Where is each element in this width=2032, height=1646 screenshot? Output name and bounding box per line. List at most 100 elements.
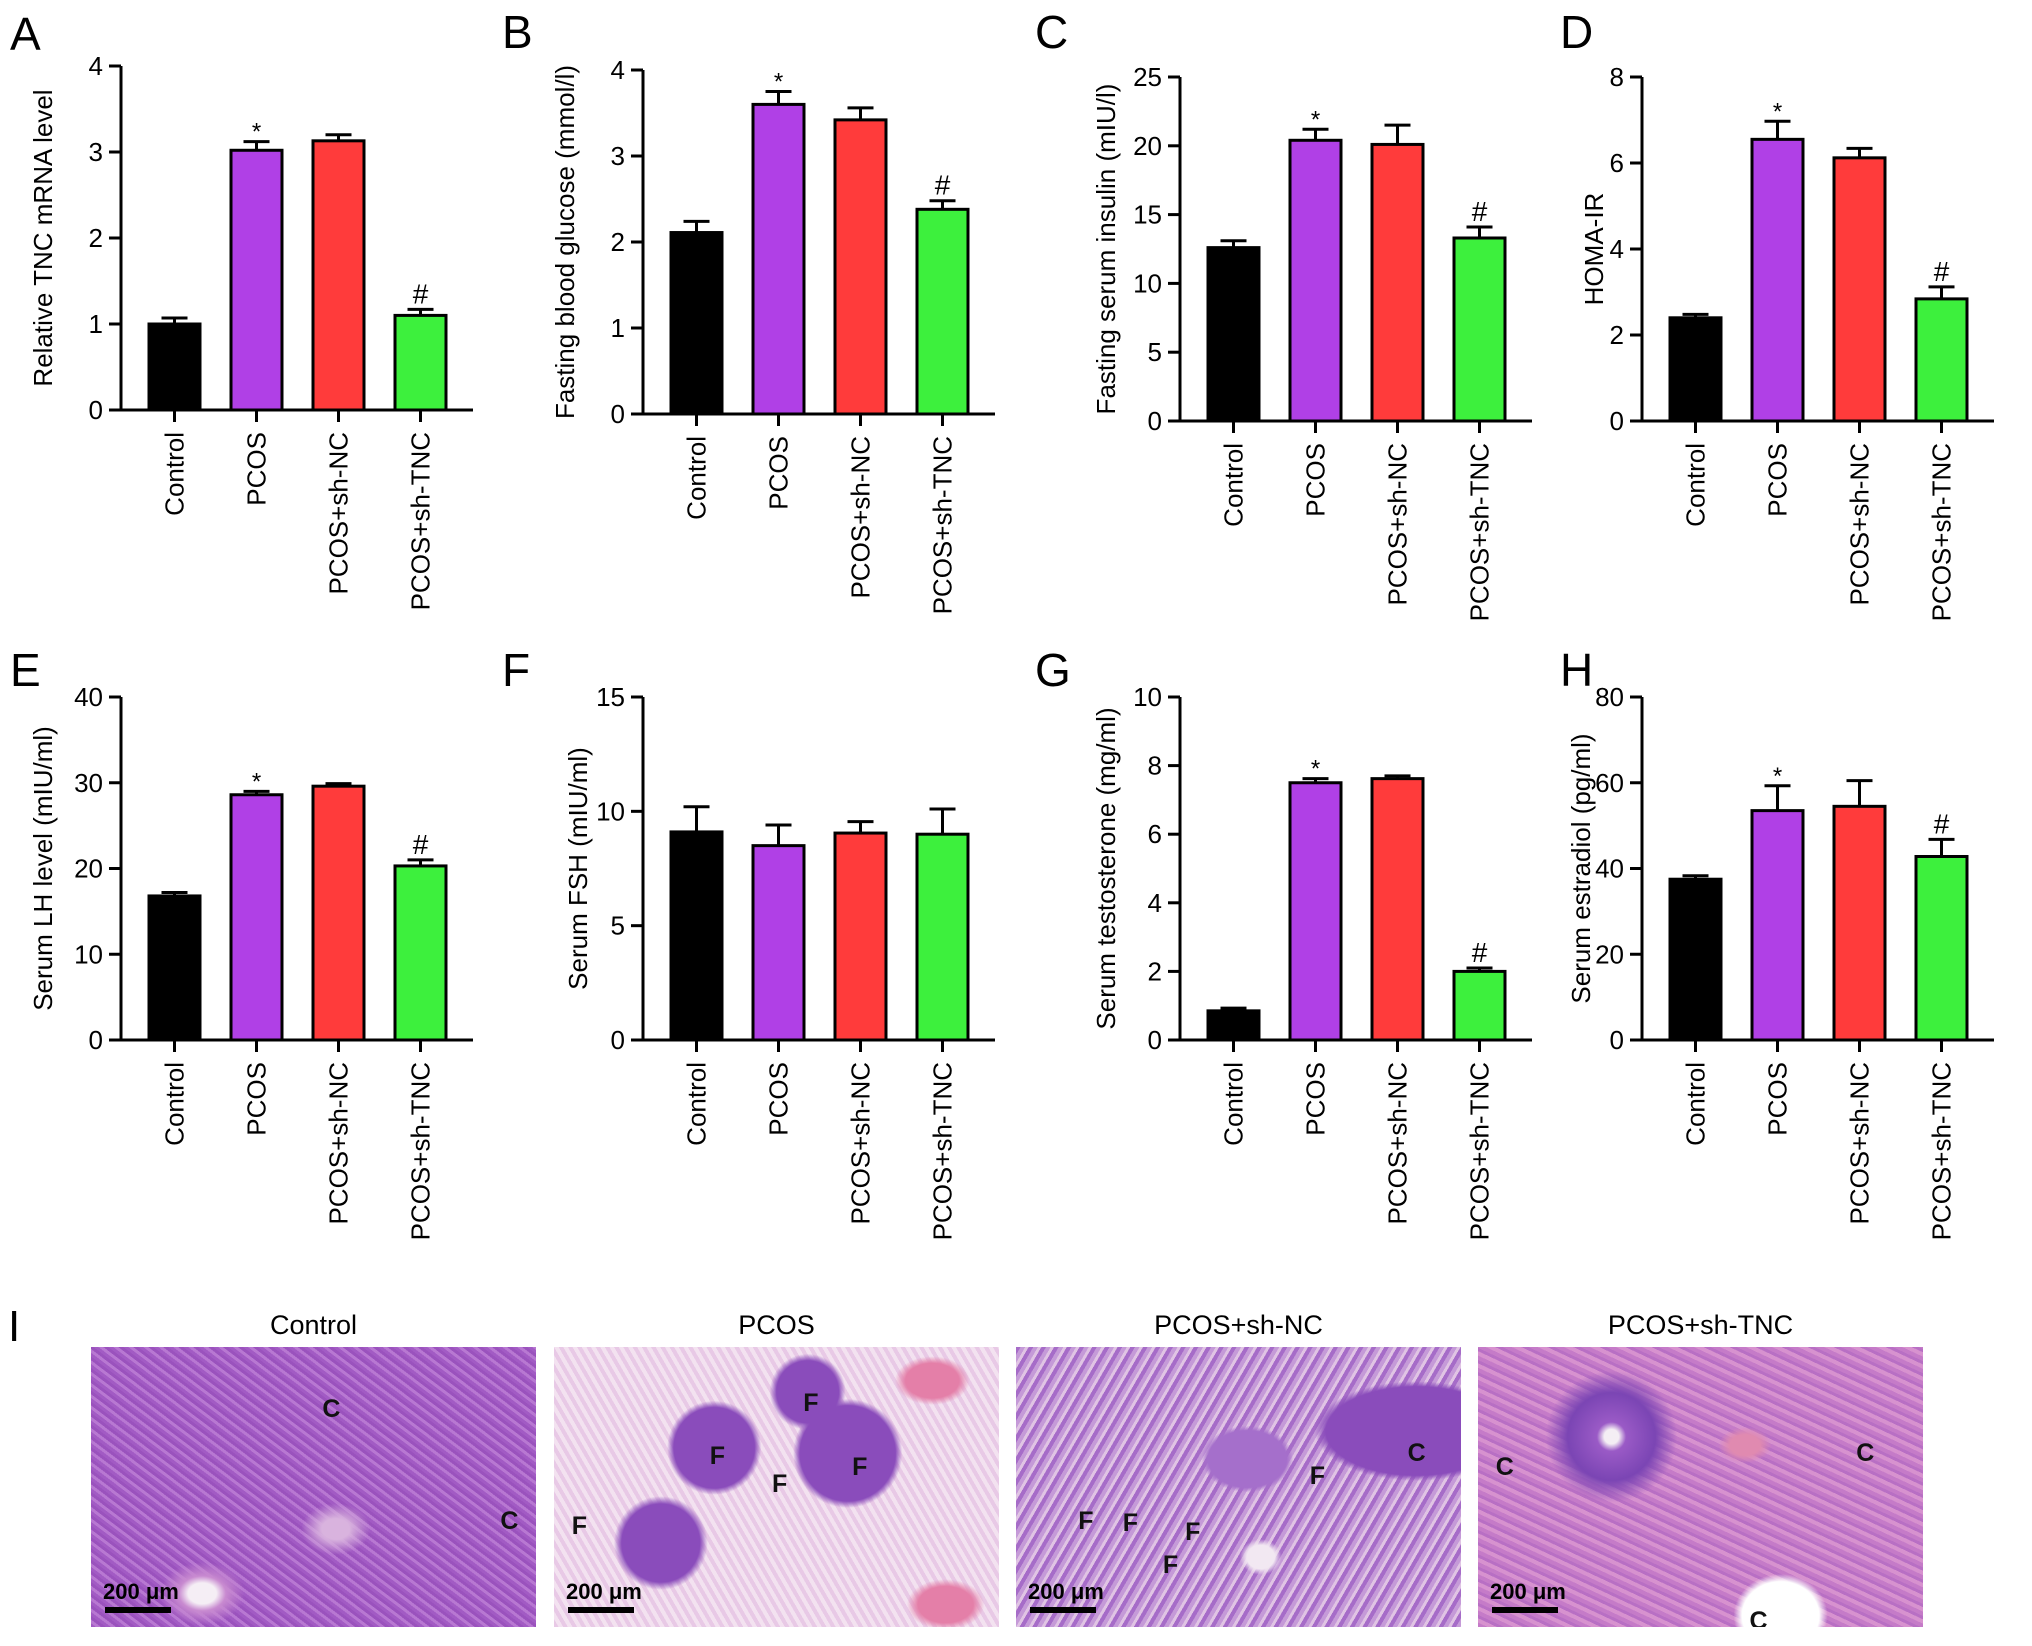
histology-region-label: C (1407, 1439, 1426, 1468)
x-tick-label-a: PCOS (242, 432, 272, 506)
bar-g-0 (1206, 1009, 1261, 1042)
panel-letter-e: E (10, 644, 41, 696)
histology-title: PCOS+sh-TNC (1607, 1310, 1794, 1340)
x-tick-label-c: PCOS (1301, 443, 1331, 517)
bar-c-1 (1288, 138, 1343, 423)
panel-letter-a: A (10, 8, 41, 60)
x-tick-label-b: Control (682, 436, 712, 520)
y-tick-label-c: 20 (1133, 131, 1162, 161)
y-tick-label-f: 5 (611, 911, 625, 941)
bar-f-3 (915, 832, 970, 1042)
histology-image: C C C 200 μm (1478, 1347, 1923, 1627)
histology-image: C C 200 μm (91, 1347, 536, 1627)
y-tick-label-h: 80 (1595, 682, 1624, 712)
bar-h-1 (1750, 809, 1805, 1042)
bar-g-2 (1370, 777, 1425, 1042)
x-tick-label-d: Control (1681, 443, 1711, 527)
significance-mark-d: # (1934, 256, 1950, 287)
x-tick-label-h: PCOS+sh-NC (1845, 1062, 1875, 1225)
y-tick-label-c: 10 (1133, 268, 1162, 298)
y-tick-label-f: 15 (596, 682, 625, 712)
significance-mark-c: * (1311, 106, 1320, 133)
y-tick-label-d: 2 (1610, 320, 1624, 350)
y-tick-label-d: 6 (1610, 148, 1624, 178)
y-tick-label-a: 0 (89, 395, 103, 425)
scale-bar-label: 200 μm (566, 1579, 642, 1604)
y-tick-label-h: 20 (1595, 939, 1624, 969)
x-tick-label-c: PCOS+sh-NC (1383, 443, 1413, 606)
bar-h-0 (1668, 877, 1723, 1042)
bar-a-0 (147, 322, 202, 412)
bar-e-2 (311, 784, 366, 1042)
x-tick-label-d: PCOS+sh-NC (1845, 443, 1875, 606)
y-axis-label-a: Relative TNC mRNA level (28, 89, 58, 386)
bar-f-0 (669, 830, 724, 1042)
histology-region-label: F (571, 1512, 588, 1541)
histology-region-label: F (772, 1470, 788, 1499)
x-tick-label-b: PCOS (764, 436, 794, 510)
significance-mark-g: # (1472, 937, 1488, 968)
scale-bar-label: 200 μm (1490, 1579, 1566, 1604)
significance-mark-d: * (1773, 98, 1782, 125)
bar-g-1 (1288, 781, 1343, 1042)
bar-b-1 (751, 102, 806, 416)
significance-mark-h: * (1773, 763, 1782, 790)
y-tick-label-c: 0 (1148, 406, 1162, 436)
bar-a-3 (393, 313, 448, 412)
y-axis-label-h: Serum estradiol (pg/ml) (1566, 733, 1596, 1003)
y-axis-label-g: Serum testosterone (mg/ml) (1091, 707, 1121, 1029)
histology-region-label: C (322, 1394, 341, 1423)
scale-bar-label: 200 μm (103, 1579, 179, 1604)
scale-bar (1030, 1607, 1096, 1613)
histology-title: Control (269, 1310, 358, 1340)
bar-d-0 (1668, 316, 1723, 423)
bar-e-0 (147, 894, 202, 1042)
x-tick-label-b: PCOS+sh-NC (846, 436, 876, 599)
y-tick-label-e: 20 (74, 854, 103, 884)
x-tick-label-e: PCOS (242, 1062, 272, 1136)
bar-c-2 (1370, 142, 1425, 423)
significance-mark-c: # (1472, 196, 1488, 227)
x-tick-label-g: PCOS (1301, 1062, 1331, 1136)
y-tick-label-e: 40 (74, 682, 103, 712)
panel-letter-f: F (502, 644, 530, 696)
scale-bar (1492, 1607, 1558, 1613)
y-tick-label-e: 10 (74, 939, 103, 969)
y-tick-label-c: 15 (1133, 200, 1162, 230)
x-tick-label-e: PCOS+sh-NC (324, 1062, 354, 1225)
significance-mark-h: # (1934, 808, 1950, 839)
y-tick-label-c: 5 (1148, 337, 1162, 367)
y-tick-label-g: 4 (1148, 888, 1162, 918)
y-tick-label-d: 8 (1610, 62, 1624, 92)
y-tick-label-d: 0 (1610, 406, 1624, 436)
y-tick-label-b: 3 (611, 141, 625, 171)
x-tick-label-g: PCOS+sh-NC (1383, 1062, 1413, 1225)
x-tick-label-e: Control (160, 1062, 190, 1146)
histology-region-label: F (709, 1442, 726, 1471)
y-tick-label-g: 6 (1148, 819, 1162, 849)
y-axis-label-e: Serum LH level (mIU/ml) (28, 726, 58, 1011)
histology-region-label: F (852, 1453, 868, 1482)
y-tick-label-f: 0 (611, 1025, 625, 1055)
significance-mark-a: * (252, 119, 261, 146)
histology-image: F F F F F 200 μm (554, 1347, 999, 1627)
y-tick-label-b: 4 (611, 55, 625, 85)
bar-g-3 (1452, 969, 1507, 1042)
scale-bar (105, 1607, 171, 1613)
histology-region-label: C (1495, 1453, 1514, 1482)
significance-mark-g: * (1311, 756, 1320, 783)
x-tick-label-h: Control (1681, 1062, 1711, 1146)
y-tick-label-g: 8 (1148, 751, 1162, 781)
bar-b-2 (833, 118, 888, 416)
significance-mark-b: * (774, 69, 783, 96)
panel-letter-c: C (1035, 6, 1068, 58)
histology-title: PCOS (738, 1310, 815, 1340)
y-axis-label-d: HOMA-IR (1579, 193, 1609, 306)
panel-letter-i: I (8, 1302, 21, 1351)
x-tick-label-f: PCOS+sh-NC (846, 1062, 876, 1225)
histology-region-label: F (1122, 1509, 1139, 1538)
histology-title: PCOS+sh-NC (1154, 1310, 1323, 1340)
x-tick-label-f: Control (682, 1062, 712, 1146)
y-tick-label-a: 3 (89, 137, 103, 167)
